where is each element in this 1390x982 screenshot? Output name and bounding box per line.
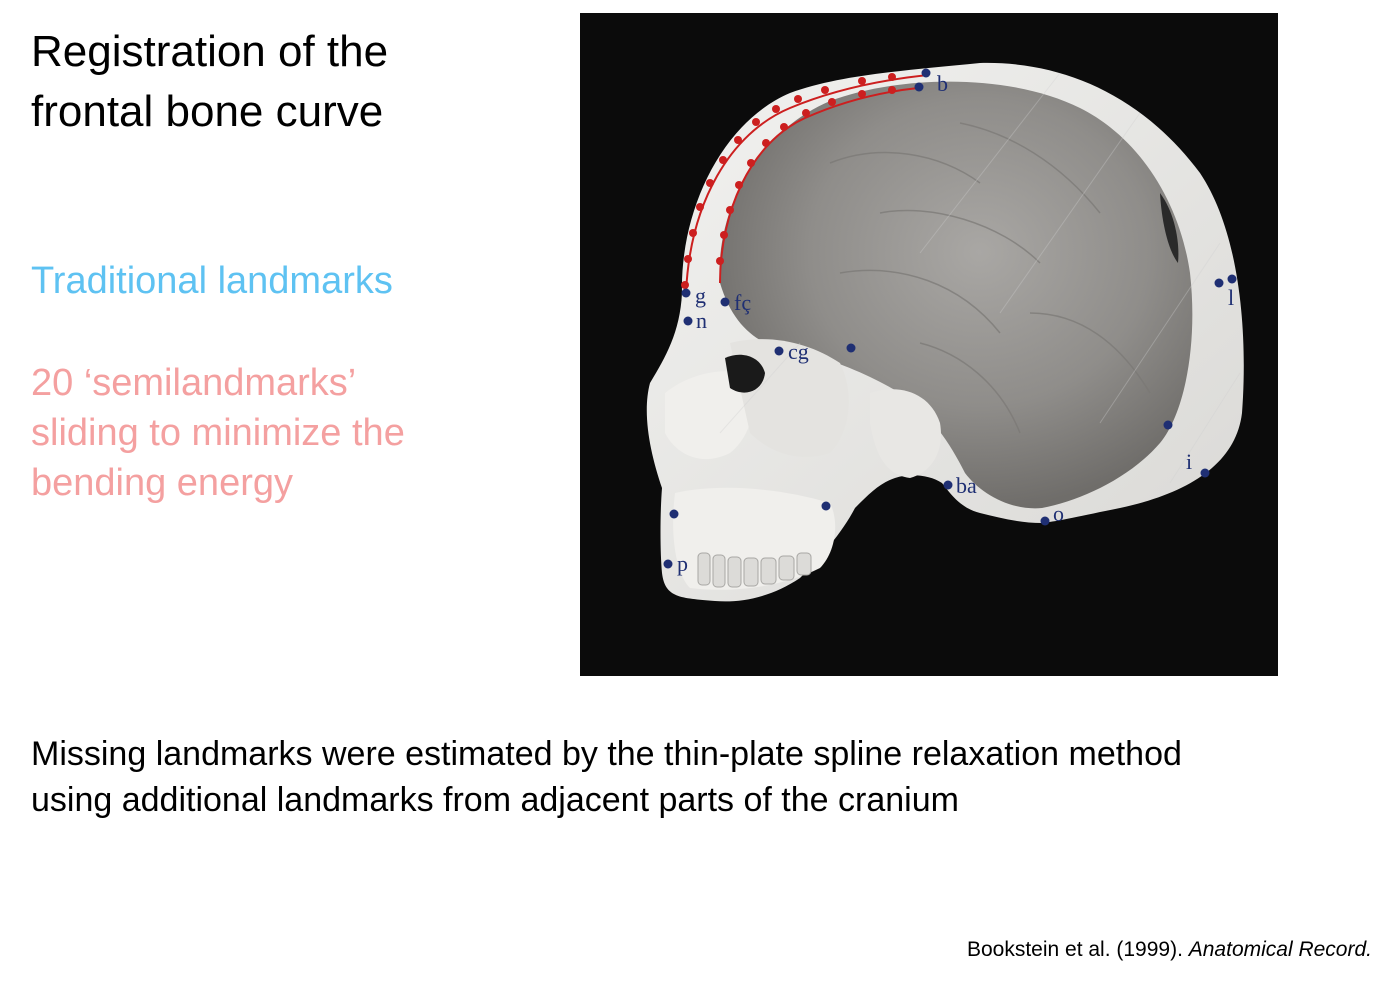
methods-line-1: Missing landmarks were estimated by the … — [31, 735, 1182, 773]
landmark-extra-1 — [846, 343, 856, 353]
semilandmark-point — [794, 95, 802, 103]
landmark-extra-4 — [821, 501, 831, 511]
label-o: o — [1053, 501, 1064, 526]
label-i: i — [1186, 449, 1192, 474]
skull-illustration: b g n fç cg l i ba o p — [646, 62, 1244, 602]
citation-authors: Bookstein et al. (1999). — [966, 938, 1189, 961]
semilandmark-point — [858, 77, 866, 85]
landmark-o — [1040, 516, 1050, 526]
semilandmark-curve-inner — [719, 87, 919, 284]
label-n: n — [696, 308, 707, 333]
semilandmark-point — [802, 109, 810, 117]
landmark-g — [681, 288, 691, 298]
label-b: b — [937, 71, 948, 96]
teeth — [697, 552, 812, 588]
semi-line-3: bending energy — [31, 462, 293, 504]
semilandmark-point — [684, 255, 692, 263]
semilandmark-point — [747, 159, 755, 167]
title-line-1: Registration of the — [31, 27, 389, 76]
semilandmark-point — [735, 181, 743, 189]
landmark-b-outer — [921, 68, 931, 78]
landmark-cg — [774, 346, 784, 356]
semilandmark-curve-outer — [685, 74, 929, 294]
skull-figure: b g n fç cg l i ba o p — [580, 13, 1278, 676]
methods-line-2: using additional landmarks from adjacent… — [31, 781, 959, 819]
semilandmark-point — [888, 86, 896, 94]
landmark-fc — [720, 297, 730, 307]
label-g: g — [695, 283, 706, 308]
brain-folds — [829, 122, 1151, 434]
landmark-i — [1200, 468, 1210, 478]
slide-title: Registration of the frontal bone curve — [31, 22, 551, 142]
semilandmarks-description: 20 ‘semilandmarks’ sliding to minimize t… — [31, 358, 551, 508]
semilandmark-point — [720, 231, 728, 239]
label-ba: ba — [956, 473, 977, 498]
methods-note: Missing landmarks were estimated by the … — [31, 731, 1361, 823]
reference-lines — [719, 72, 1241, 484]
citation: Bookstein et al. (1999). Anatomical Reco… — [967, 936, 1372, 964]
semilandmark-point — [696, 203, 704, 211]
label-l: l — [1228, 285, 1234, 310]
semi-line-2: sliding to minimize the — [31, 412, 405, 454]
title-line-2: frontal bone curve — [31, 87, 384, 136]
landmark-n — [683, 316, 693, 326]
traditional-landmark-points — [663, 68, 1237, 569]
semilandmark-point — [681, 281, 689, 289]
semilandmark-point — [716, 257, 724, 265]
semilandmark-point — [726, 206, 734, 214]
semilandmark-point — [780, 123, 788, 131]
semilandmark-point — [706, 179, 714, 187]
label-p: p — [677, 551, 688, 576]
semi-line-1: 20 ‘semilandmarks’ — [31, 362, 357, 404]
landmark-extra-3 — [669, 509, 679, 519]
semilandmark-point — [719, 156, 727, 164]
label-fc: fç — [734, 290, 751, 315]
semilandmark-point — [734, 136, 742, 144]
landmark-extra-2 — [1163, 420, 1173, 430]
label-cg: cg — [788, 339, 809, 364]
traditional-landmarks-label: Traditional landmarks — [31, 260, 393, 302]
semilandmark-point — [858, 90, 866, 98]
semilandmark-point — [772, 105, 780, 113]
semilandmark-point — [752, 118, 760, 126]
citation-journal: Anatomical Record. — [1188, 938, 1372, 961]
brain-endocast — [719, 81, 1193, 509]
landmark-l-outer — [1227, 274, 1237, 284]
landmark-p — [663, 559, 673, 569]
semilandmark-point — [689, 229, 697, 237]
landmark-ba — [943, 480, 953, 490]
skull-cavities — [725, 193, 1179, 393]
landmark-b-inner — [914, 82, 924, 92]
landmark-l-inner — [1214, 278, 1224, 288]
semilandmark-point — [762, 139, 770, 147]
semilandmark-points — [681, 73, 896, 289]
semilandmark-point — [828, 98, 836, 106]
semilandmark-point — [888, 73, 896, 81]
semilandmark-point — [821, 86, 829, 94]
